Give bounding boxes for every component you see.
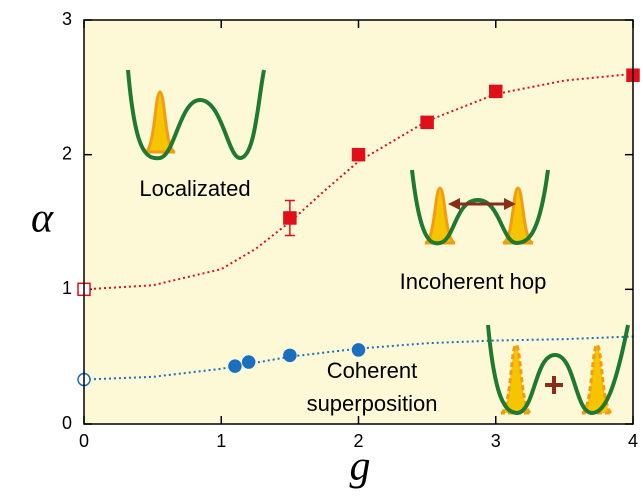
x-tick-label: 3 [491, 431, 501, 451]
y-tick-label: 3 [62, 9, 72, 29]
annotation: Localizated [139, 176, 250, 201]
plot-frame [83, 19, 634, 425]
data-point [283, 211, 297, 225]
icon-incoherent [410, 169, 550, 246]
icon-localized [126, 69, 266, 161]
data-point [241, 355, 256, 369]
data-point [351, 147, 366, 162]
icon-coherent [486, 324, 630, 416]
annotation: Incoherent hop [400, 269, 547, 294]
annotation: superposition [307, 391, 438, 416]
data-point [228, 359, 242, 373]
data-point [283, 348, 297, 363]
fit-curve [83, 72, 634, 291]
x-tick-label: 1 [216, 431, 226, 451]
data-point [351, 343, 366, 357]
y-axis-label: α [31, 196, 54, 242]
x-tick-label: 2 [353, 431, 363, 451]
annotation: Coherent [327, 358, 418, 383]
x-tick-label: 0 [79, 431, 89, 451]
x-tick-label: 4 [628, 431, 638, 451]
y-tick-label: 2 [62, 143, 72, 163]
data-point [489, 84, 503, 99]
y-tick-label: 1 [62, 278, 72, 298]
data-point [420, 115, 434, 130]
y-tick-label: 0 [62, 413, 72, 433]
x-axis-label: g [350, 444, 371, 490]
